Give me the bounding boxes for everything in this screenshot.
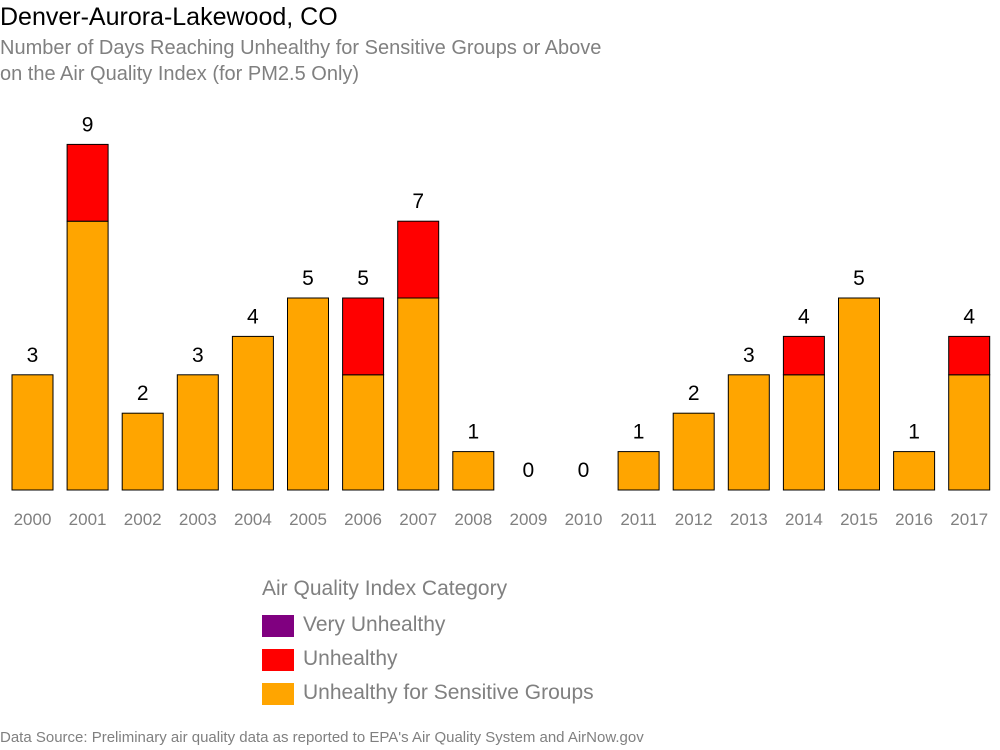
data-label-2012: 2 <box>688 382 700 405</box>
legend-swatch-unhealthy-sensitive <box>261 682 295 706</box>
bar-2004-unhealthy-for-sensitive-groups <box>231 335 274 491</box>
data-label-2017: 4 <box>963 305 975 328</box>
bar-2007-unhealthy <box>397 220 440 299</box>
bar-2001-unhealthy <box>66 143 109 222</box>
x-tick-label-2006: 2006 <box>344 510 382 529</box>
legend-label-very-unhealthy: Very Unhealthy <box>303 613 446 636</box>
x-tick-label-2010: 2010 <box>565 510 603 529</box>
data-label-2009: 0 <box>523 459 535 482</box>
bar-2005-unhealthy-for-sensitive-groups <box>287 297 329 491</box>
x-tick-label-2011: 2011 <box>620 510 657 529</box>
bar-2012-unhealthy-for-sensitive-groups <box>672 412 715 491</box>
data-label-2000: 3 <box>27 344 39 367</box>
bar-2008-unhealthy-for-sensitive-groups <box>452 451 495 491</box>
bar-2002-unhealthy-for-sensitive-groups <box>121 412 164 491</box>
chart-subtitle-line-2: on the Air Quality Index (for PM2.5 Only… <box>0 63 360 85</box>
data-label-2007: 7 <box>412 190 424 213</box>
data-label-2001: 9 <box>82 113 94 136</box>
x-tick-label-2009: 2009 <box>509 510 547 529</box>
chart-title: Denver-Aurora-Lakewood, CO <box>0 3 338 31</box>
x-tick-label-2012: 2012 <box>675 510 713 529</box>
data-label-2005: 5 <box>302 267 314 290</box>
data-label-2006: 5 <box>357 267 369 290</box>
x-tick-label-2013: 2013 <box>730 510 768 529</box>
bar-2006-unhealthy-for-sensitive-groups <box>342 374 385 491</box>
bar-2001-unhealthy-for-sensitive-groups <box>66 220 109 491</box>
data-label-2003: 3 <box>192 344 204 367</box>
x-tick-label-2003: 2003 <box>179 510 217 529</box>
x-tick-label-2017: 2017 <box>950 510 988 529</box>
x-tick-label-2007: 2007 <box>399 510 437 529</box>
data-label-2016: 1 <box>908 421 920 444</box>
chart-subtitle-line-1: Number of Days Reaching Unhealthy for Se… <box>0 37 602 59</box>
data-label-2010: 0 <box>578 459 590 482</box>
data-label-2002: 2 <box>137 382 149 405</box>
x-tick-label-2002: 2002 <box>124 510 162 529</box>
legend-label-unhealthy: Unhealthy <box>303 647 398 670</box>
x-tick-label-2004: 2004 <box>234 510 272 529</box>
bar-2014-unhealthy <box>782 335 825 376</box>
bar-2017-unhealthy <box>948 335 991 376</box>
bar-2016-unhealthy-for-sensitive-groups <box>893 451 936 491</box>
data-label-2011: 1 <box>633 421 645 444</box>
data-label-2014: 4 <box>798 305 810 328</box>
x-tick-label-2014: 2014 <box>785 510 823 529</box>
bar-2000-unhealthy-for-sensitive-groups <box>11 374 54 491</box>
data-label-2004: 4 <box>247 305 259 328</box>
x-tick-label-2000: 2000 <box>14 510 52 529</box>
data-label-2015: 5 <box>853 267 865 290</box>
x-tick-label-2005: 2005 <box>289 510 327 529</box>
legend-swatch-very-unhealthy <box>261 614 295 638</box>
bar-2003-unhealthy-for-sensitive-groups <box>176 374 219 491</box>
legend-swatch-unhealthy <box>261 648 295 672</box>
bar-2011-unhealthy-for-sensitive-groups <box>617 451 660 491</box>
legend-label-unhealthy-sensitive: Unhealthy for Sensitive Groups <box>303 681 594 704</box>
legend-title: Air Quality Index Category <box>262 577 508 600</box>
x-tick-label-2015: 2015 <box>840 510 878 529</box>
bar-2015-unhealthy-for-sensitive-groups <box>838 297 880 491</box>
bar-2007-unhealthy-for-sensitive-groups <box>397 297 440 491</box>
data-source-note: Data Source: Preliminary air quality dat… <box>0 729 644 746</box>
data-label-2008: 1 <box>467 421 479 444</box>
bar-2014-unhealthy-for-sensitive-groups <box>782 374 825 491</box>
data-label-2013: 3 <box>743 344 755 367</box>
bar-2006-unhealthy <box>342 297 385 376</box>
x-tick-label-2001: 2001 <box>69 510 107 529</box>
x-tick-label-2008: 2008 <box>454 510 492 529</box>
bar-2017-unhealthy-for-sensitive-groups <box>948 374 991 491</box>
bar-2013-unhealthy-for-sensitive-groups <box>727 374 770 491</box>
x-tick-label-2016: 2016 <box>895 510 933 529</box>
